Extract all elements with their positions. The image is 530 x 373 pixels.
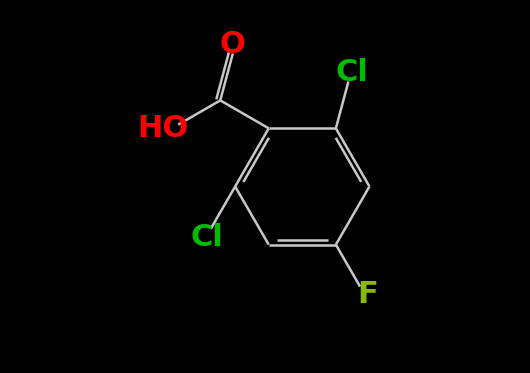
Text: Cl: Cl bbox=[335, 58, 368, 87]
Text: Cl: Cl bbox=[191, 223, 224, 252]
Text: O: O bbox=[220, 30, 246, 59]
Text: HO: HO bbox=[138, 114, 189, 143]
Text: F: F bbox=[357, 280, 378, 308]
